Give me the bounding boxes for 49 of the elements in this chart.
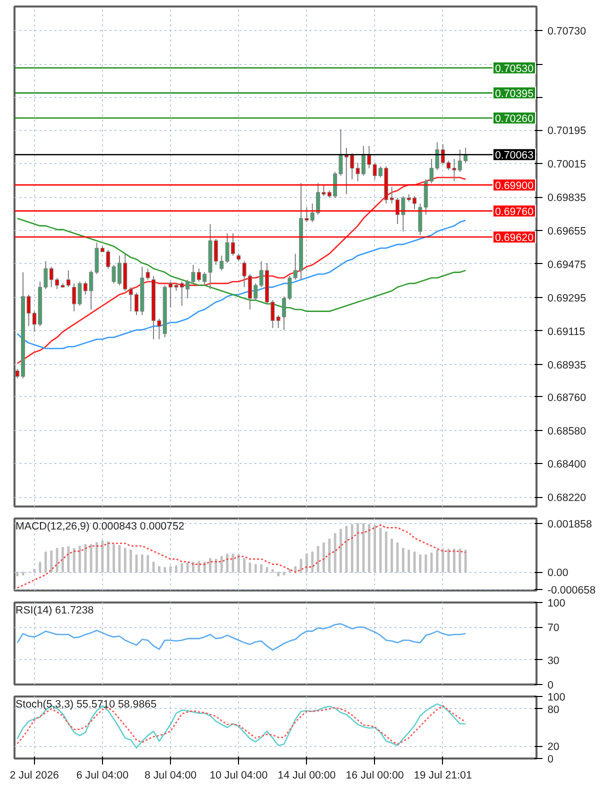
- y-tick-label: -0.000658: [548, 584, 596, 596]
- candlestick: [128, 286, 133, 312]
- y-tick-label: 30: [548, 654, 560, 667]
- candlestick: [276, 314, 280, 329]
- y-tick-label: 0.70015: [548, 158, 586, 171]
- chart-title: RSI(14) 61.7238: [16, 604, 94, 616]
- y-tick-label: 0.68220: [548, 492, 586, 504]
- line-series: [16, 220, 466, 350]
- x-tick-label: 16 Jul 00:00: [346, 770, 404, 782]
- candlestick: [146, 268, 150, 280]
- y-tick-label: 20: [548, 741, 560, 754]
- y-tick-label: 0.68580: [548, 425, 586, 438]
- x-tick-label: 8 Jul 04:00: [144, 770, 197, 782]
- ref-line-label: 0.70395: [494, 88, 534, 100]
- candlestick: [293, 253, 298, 280]
- y-tick-label: 100: [548, 692, 566, 704]
- y-tick-label: 70: [548, 622, 560, 634]
- y-tick-label: 0.68935: [548, 359, 586, 372]
- y-tick-label: 0.00: [548, 567, 568, 580]
- y-tick-label: 0: [548, 680, 554, 692]
- x-tick-label: 14 Jul 00:00: [278, 770, 336, 782]
- chart-title: MACD(12,26,9) 0.000843 0.000752: [16, 520, 184, 532]
- candlestick: [66, 270, 70, 288]
- x-tick-label: 19 Jul 21:01: [414, 770, 472, 782]
- y-tick-label: 0.68760: [548, 392, 586, 404]
- y-tick-label: 0.69295: [548, 292, 586, 304]
- ref-line-label: 0.69760: [494, 206, 534, 218]
- y-tick-label: 0.70730: [548, 26, 586, 38]
- candlestick: [44, 260, 48, 290]
- y-tick-label: 0.68400: [548, 458, 586, 471]
- x-tick-label: 10 Jul 04:00: [210, 770, 268, 782]
- y-tick-label: 0.69475: [548, 258, 586, 271]
- y-tick-label: 80: [548, 704, 560, 716]
- y-tick-label: 0.001858: [548, 518, 592, 531]
- y-tick-label: 100: [548, 598, 566, 610]
- ref-line-label: 0.70063: [494, 150, 534, 162]
- ref-line-label: 0.69900: [494, 180, 534, 192]
- y-tick-label: 0: [548, 754, 554, 766]
- ref-line-label: 0.69620: [494, 232, 534, 244]
- x-tick-label: 2 Jul 2026: [10, 770, 60, 782]
- y-tick-label: 0.69655: [548, 225, 586, 238]
- y-tick-label: 0.70195: [548, 125, 586, 138]
- x-tick-label: 6 Jul 04:00: [76, 770, 129, 782]
- y-tick-label: 0.69835: [548, 192, 586, 204]
- ref-line-label: 0.70530: [494, 62, 534, 75]
- ref-line-label: 0.70260: [494, 113, 534, 126]
- chart-title: Stoch(5,3,3) 55.5710 58.9865: [16, 698, 157, 710]
- line-series: [16, 623, 466, 651]
- y-tick-label: 0.69115: [548, 326, 586, 338]
